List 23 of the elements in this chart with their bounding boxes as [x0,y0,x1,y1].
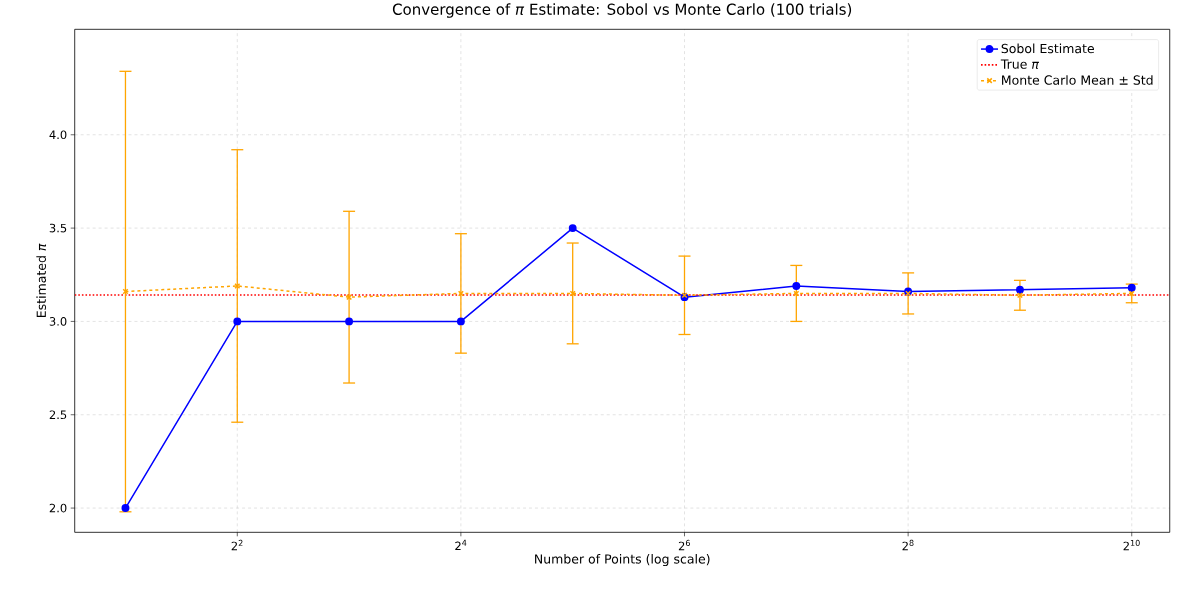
point [456,317,465,326]
y-tick-label: 2.5 [49,410,67,419]
x-tick-label: 2$^{2}$ [231,539,243,550]
legend-label: Monte Carlo Mean ± Std [1002,74,1153,85]
y-tick-label: 3.0 [49,316,67,326]
x-axis-title: Number of Points (log scale) [535,553,710,566]
chart-title: Convergence of π Estimate: Sobol vs Monte Carlo (100 trials) [392,3,852,18]
y-tick-label: 4.0 [49,130,67,139]
point [1015,285,1024,294]
point [345,317,354,326]
legend-label: True π [1000,59,1040,69]
point [568,223,577,232]
point [121,503,130,512]
x-tick-label: 2$^{4}$ [455,539,467,550]
y-tick-label: 3.5 [49,223,67,233]
point [233,317,242,326]
point [792,281,801,290]
x-tick-label: 2$^{6}$ [678,539,690,550]
legend-label: Sobol Estimate [1001,43,1094,54]
x-tick-label: 2$^{10}$ [1123,539,1140,550]
y-axis-title: Estimated π [36,243,47,317]
y-tick-label: 2.0 [49,503,67,513]
x-tick-label: 2$^{8}$ [902,539,914,550]
